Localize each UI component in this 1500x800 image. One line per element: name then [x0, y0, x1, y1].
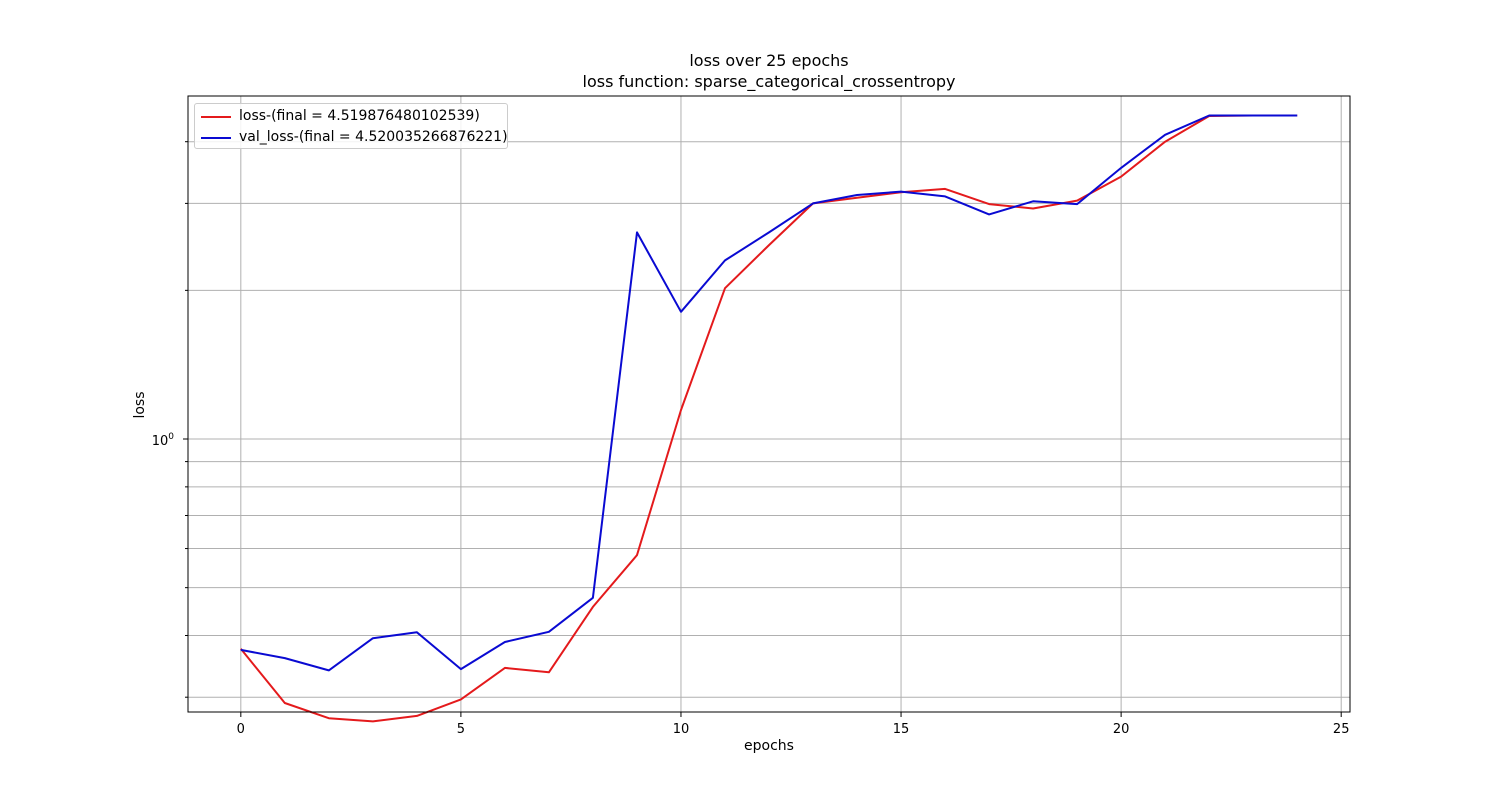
x-axis-label: epochs	[744, 738, 794, 754]
x-tick-label: 20	[1113, 722, 1130, 737]
legend-item-loss: loss-(final = 4.519876480102539)	[195, 106, 507, 126]
y-tick-label: 100	[152, 432, 175, 449]
series-line-loss	[240, 114, 1298, 723]
series-line-val-loss	[240, 114, 1298, 672]
x-tick-label: 0	[237, 722, 245, 737]
legend-label-loss: loss-(final = 4.519876480102539)	[239, 108, 480, 124]
x-tick-label: 10	[673, 722, 690, 737]
legend-swatch-val-loss	[201, 137, 231, 139]
chart-subtitle-line: loss function: sparse_categorical_crosse…	[582, 72, 956, 91]
plot-frame	[187, 95, 1351, 713]
y-axis-label: loss	[132, 391, 148, 419]
chart-legend: loss-(final = 4.519876480102539) val_los…	[194, 103, 508, 149]
x-tick-label: 25	[1333, 722, 1350, 737]
legend-label-val-loss: val_loss-(final = 4.520035266876221)	[239, 129, 508, 145]
x-tick-label: 5	[457, 722, 465, 737]
legend-swatch-loss	[201, 116, 231, 118]
x-tick-label: 15	[893, 722, 910, 737]
chart-title-line: loss over 25 epochs	[689, 51, 849, 70]
legend-item-val-loss: val_loss-(final = 4.520035266876221)	[195, 127, 508, 147]
